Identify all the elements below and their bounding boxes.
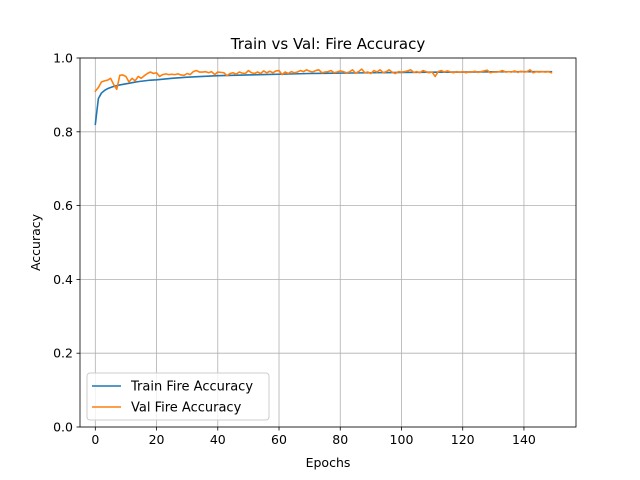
y-tick-label: 0.4: [53, 272, 73, 287]
x-axis-label: Epochs: [306, 455, 351, 470]
y-tick-label: 0.8: [53, 124, 73, 139]
y-axis-label: Accuracy: [28, 213, 43, 271]
legend-label-0: Train Fire Accuracy: [130, 380, 253, 395]
x-tick-label: 0: [91, 432, 99, 447]
y-tick-label: 0.6: [53, 198, 73, 213]
legend-box: [86, 372, 270, 421]
legend: Train Fire Accuracy Val Fire Accuracy: [86, 372, 270, 421]
axes-frame: [79, 57, 577, 428]
series-line-0: [94, 70, 553, 126]
x-tick-label: 40: [210, 432, 226, 447]
plot-lines: [94, 68, 553, 126]
y-tick-label: 0.0: [53, 420, 73, 435]
x-tick-label: 100: [390, 432, 414, 447]
x-tick-label: 80: [332, 432, 348, 447]
chart-title: Train vs Val: Fire Accuracy: [230, 35, 426, 53]
axis-ticks: 0 20 40 60 80 100 120 140 0.0 0.2 0.4 0.6 0.8 1.0: [53, 51, 536, 448]
y-tick-label: 0.2: [53, 346, 73, 361]
legend-label-1: Val Fire Accuracy: [131, 401, 242, 416]
x-tick-label: 60: [271, 432, 287, 447]
x-tick-label: 140: [512, 432, 536, 447]
x-tick-label: 20: [149, 432, 165, 447]
series-line-1: [94, 68, 553, 93]
x-tick-label: 120: [451, 432, 475, 447]
y-tick-label: 1.0: [53, 51, 73, 66]
